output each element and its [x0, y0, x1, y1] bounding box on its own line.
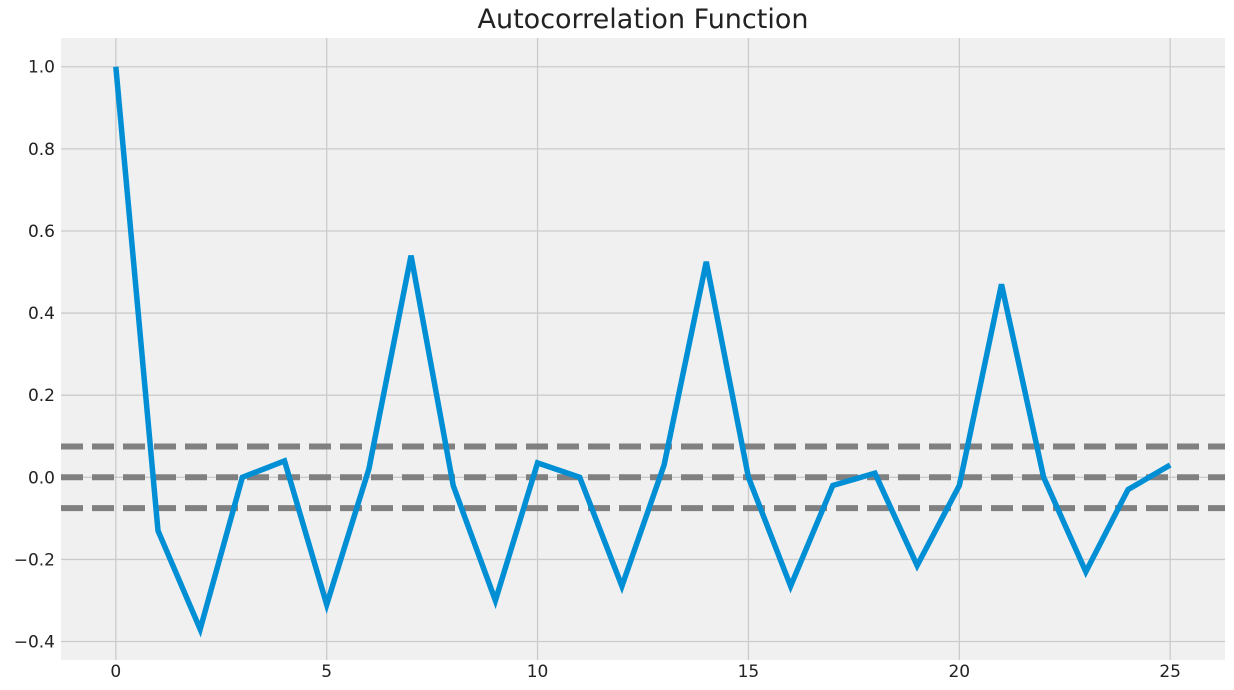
acf-data-point [198, 627, 203, 632]
x-tick-label: 15 [738, 662, 760, 682]
acf-data-point [788, 584, 793, 589]
y-tick-label: 1.0 [28, 58, 55, 78]
y-tick-label: −0.4 [14, 633, 55, 653]
acf-data-point [156, 528, 161, 533]
y-tick-label: 0.6 [28, 222, 55, 242]
acf-data-point [324, 602, 329, 607]
acf-data-point [746, 475, 751, 480]
x-tick-label: 20 [948, 662, 970, 682]
y-tick-label: 0.0 [28, 468, 55, 488]
acf-data-point [662, 462, 667, 467]
y-tick-label: 0.4 [28, 304, 55, 324]
acf-data-point [1083, 569, 1088, 574]
chart-title: Autocorrelation Function [477, 4, 809, 35]
y-tick-label: 0.8 [28, 140, 55, 160]
acf-data-point [577, 475, 582, 480]
acf-data-point [872, 471, 877, 476]
acf-data-point [957, 483, 962, 488]
acf-data-point [240, 475, 245, 480]
acf-series-line [113, 66, 1172, 638]
acf-data-point [366, 467, 371, 472]
acf-data-point [409, 253, 414, 258]
acf-data-point [619, 584, 624, 589]
acf-data-point [282, 458, 287, 463]
y-tick-label: 0.2 [28, 386, 55, 406]
x-tick-label: 5 [321, 662, 332, 682]
x-tick-label: 0 [110, 662, 121, 682]
y-tick-label: −0.2 [14, 550, 55, 570]
acf-data-point [704, 259, 709, 264]
acf-data-point [830, 483, 835, 488]
acf-data-point [999, 282, 1004, 287]
plot-area [61, 38, 1225, 660]
x-tick-label: 10 [527, 662, 549, 682]
x-tick-label: 25 [1159, 662, 1181, 682]
acf-data-point [113, 64, 118, 69]
acf-data-point [1168, 462, 1173, 467]
acf-data-point [493, 598, 498, 603]
acf-data-point [535, 460, 540, 465]
acf-data-point [1126, 487, 1131, 492]
acf-data-point [451, 483, 456, 488]
acf-data-point [1041, 475, 1046, 480]
acf-data-point [915, 563, 920, 568]
